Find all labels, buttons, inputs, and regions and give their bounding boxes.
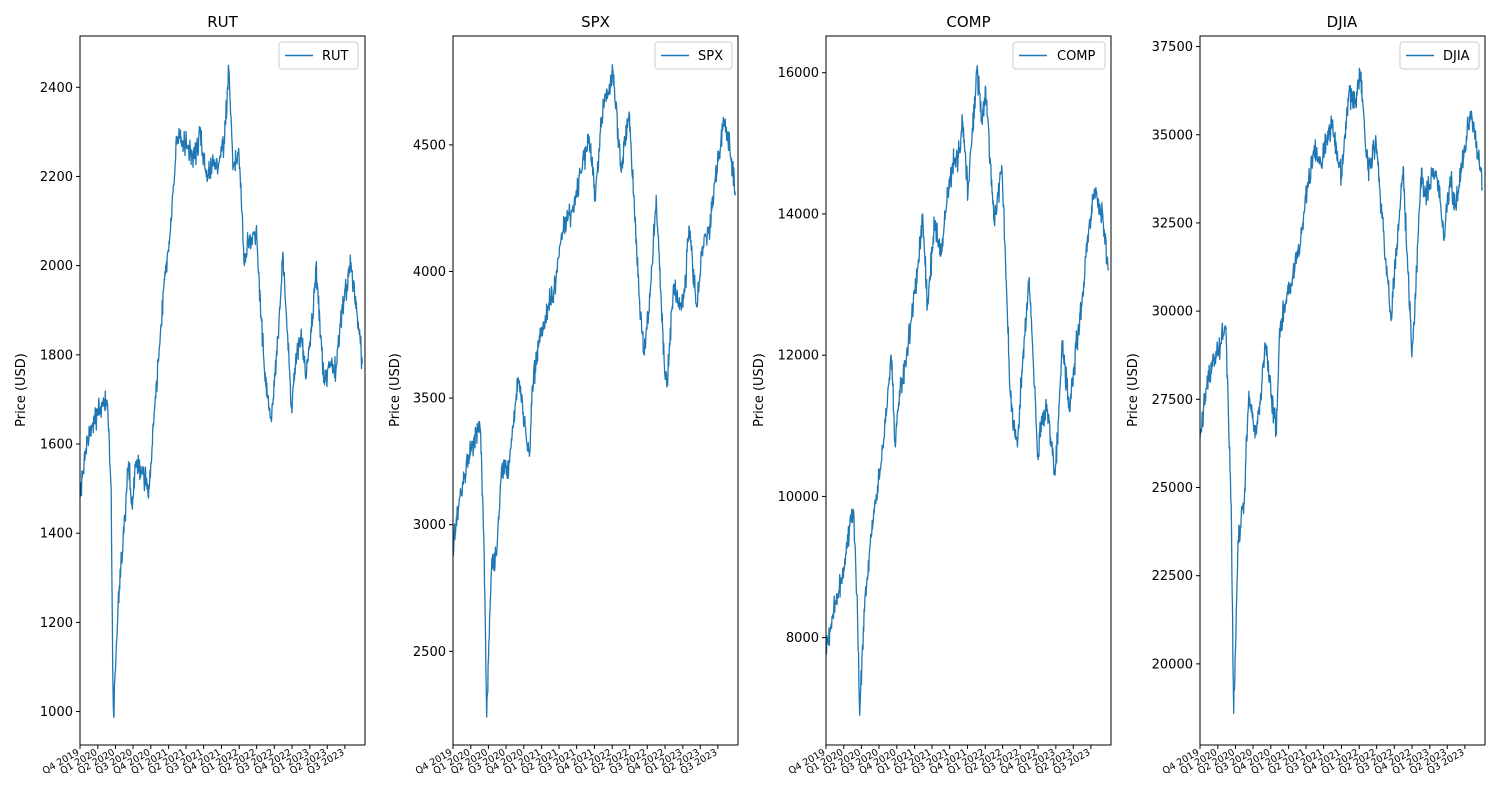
legend-box <box>1399 41 1480 70</box>
y-tick-label: 2500 <box>413 645 446 660</box>
chart-title: SPX <box>581 13 610 31</box>
y-axis-label: Price (USD) <box>1126 353 1141 427</box>
chart-title: COMP <box>946 13 990 31</box>
legend-box <box>278 41 359 70</box>
y-tick-label: 32500 <box>1152 216 1193 231</box>
series-line <box>452 64 736 718</box>
chart-title: DJIA <box>1327 13 1358 31</box>
y-tick-label: 1200 <box>40 616 73 631</box>
y-tick-label: 4000 <box>413 265 446 280</box>
y-tick-label: 25000 <box>1152 481 1193 496</box>
legend-label: DJIA <box>1443 49 1470 64</box>
y-tick-label: 8000 <box>786 631 819 646</box>
y-tick-label: 4500 <box>413 138 446 153</box>
y-tick-label: 10000 <box>778 490 819 505</box>
y-tick-label: 3000 <box>413 518 446 533</box>
series-line <box>1199 67 1483 714</box>
axes-frame <box>1199 35 1486 746</box>
y-tick-label: 14000 <box>778 207 819 222</box>
y-tick-label: 16000 <box>778 66 819 81</box>
legend-label: COMP <box>1057 49 1096 64</box>
y-tick-label: 12000 <box>778 349 819 364</box>
chart-title: RUT <box>207 13 238 31</box>
series-line <box>825 64 1109 716</box>
legend-box <box>1012 41 1106 70</box>
y-axis-label: Price (USD) <box>14 353 29 427</box>
y-tick-label: 27500 <box>1152 393 1193 408</box>
y-tick-label: 35000 <box>1152 128 1193 143</box>
y-tick-label: 1400 <box>40 527 73 542</box>
y-tick-label: 1000 <box>40 705 73 720</box>
legend-box <box>654 41 733 70</box>
y-tick-label: 37500 <box>1152 40 1193 55</box>
y-tick-label: 2200 <box>40 170 73 185</box>
y-tick-label: 2400 <box>40 81 73 96</box>
axes-frame <box>825 35 1112 746</box>
legend-label: SPX <box>698 49 723 64</box>
legend-label: RUT <box>322 49 349 64</box>
y-tick-label: 20000 <box>1152 657 1193 672</box>
y-tick-label: 2000 <box>40 259 73 274</box>
y-tick-label: 3500 <box>413 392 446 407</box>
y-tick-label: 1800 <box>40 348 73 363</box>
y-tick-label: 30000 <box>1152 305 1193 320</box>
axes-frame <box>452 35 739 746</box>
series-line <box>79 64 363 719</box>
y-axis-label: Price (USD) <box>752 353 767 427</box>
y-tick-label: 22500 <box>1152 569 1193 584</box>
y-tick-label: 1600 <box>40 438 73 453</box>
axes-frame <box>79 35 366 746</box>
y-axis-label: Price (USD) <box>388 353 403 427</box>
